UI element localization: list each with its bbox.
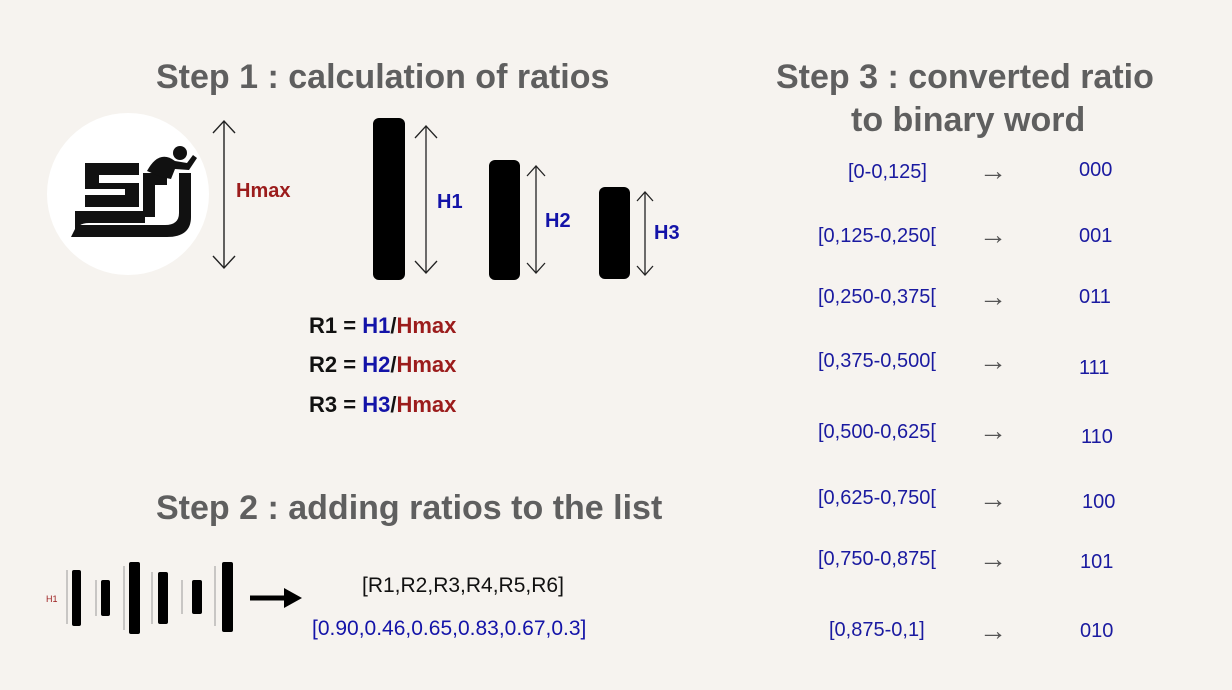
step3-title-line2: to binary word [851,101,1086,139]
arrow-right-icon: → [979,281,1007,312]
eq-lhs: R2 = [309,352,363,377]
step3-title-line1: Step 3 : converted ratio [776,58,1154,96]
code-row-7: 101 [1080,551,1114,573]
eq-lhs: R3 = [309,392,363,417]
code-row-4: 111 [1079,357,1110,379]
range-row-7: [0,750-0,875[ [818,548,936,570]
eq-hmax: Hmax [396,313,457,338]
range-row-5: [0,500-0,625[ [818,421,936,443]
arrow-right-icon: → [979,415,1007,446]
code-row-2: 001 [1079,225,1113,247]
arrow-right-icon: → [979,615,1007,646]
hmax-label: Hmax [236,180,291,202]
eq-h: H1 [362,313,391,338]
h1-arrow [414,125,438,274]
mini-h1-label: H1 [46,594,58,604]
code-row-5: 110 [1081,426,1113,448]
bar-h3 [599,187,630,279]
list-names: [R1,R2,R3,R4,R5,R6] [362,574,564,597]
arrow-right-icon: → [979,155,1007,186]
code-row-3: 011 [1079,286,1111,308]
h1-label: H1 [437,191,463,213]
code-row-8: 010 [1080,620,1114,642]
bar-h2 [489,160,520,280]
h2-label: H2 [545,210,571,232]
hmax-arrow [212,119,236,270]
eq-lhs: R1 = [309,313,363,338]
eq-hmax: Hmax [396,392,457,417]
range-row-6: [0,625-0,750[ [818,487,936,509]
eq-h: H2 [362,352,391,377]
bar-h1 [373,118,405,280]
equation-r2: R2 = H2/Hmax [309,352,456,378]
range-row-8: [0,875-0,1] [829,619,925,641]
eq-sep: / [390,313,397,338]
code-row-6: 100 [1082,491,1116,513]
h3-label: H3 [654,222,680,244]
h3-arrow [636,191,654,276]
logo [47,113,209,275]
code-row-1: 000 [1079,159,1113,181]
mini-bars [66,562,302,634]
h2-arrow [526,165,546,274]
arrow-right-icon: → [979,345,1007,376]
list-values: [0.90,0.46,0.65,0.83,0.67,0.3] [312,617,587,640]
arrow-right-icon: → [979,543,1007,574]
equation-r1: R1 = H1/Hmax [309,313,456,339]
arrow-right-icon: → [979,219,1007,250]
range-row-4: [0,375-0,500[ [818,350,936,372]
arrow-right-icon: → [979,483,1007,514]
range-row-1: [0-0,125] [848,161,927,183]
eq-sep: / [390,392,397,417]
eq-sep: / [390,352,397,377]
step2-title: Step 2 : adding ratios to the list [156,489,663,527]
range-row-2: [0,125-0,250[ [818,225,936,247]
eq-h: H3 [362,392,391,417]
step1-title: Step 1 : calculation of ratios [156,58,610,96]
range-row-3: [0,250-0,375[ [818,286,936,308]
logo-icon [71,146,197,237]
equation-r3: R3 = H3/Hmax [309,392,456,418]
eq-hmax: Hmax [396,352,457,377]
